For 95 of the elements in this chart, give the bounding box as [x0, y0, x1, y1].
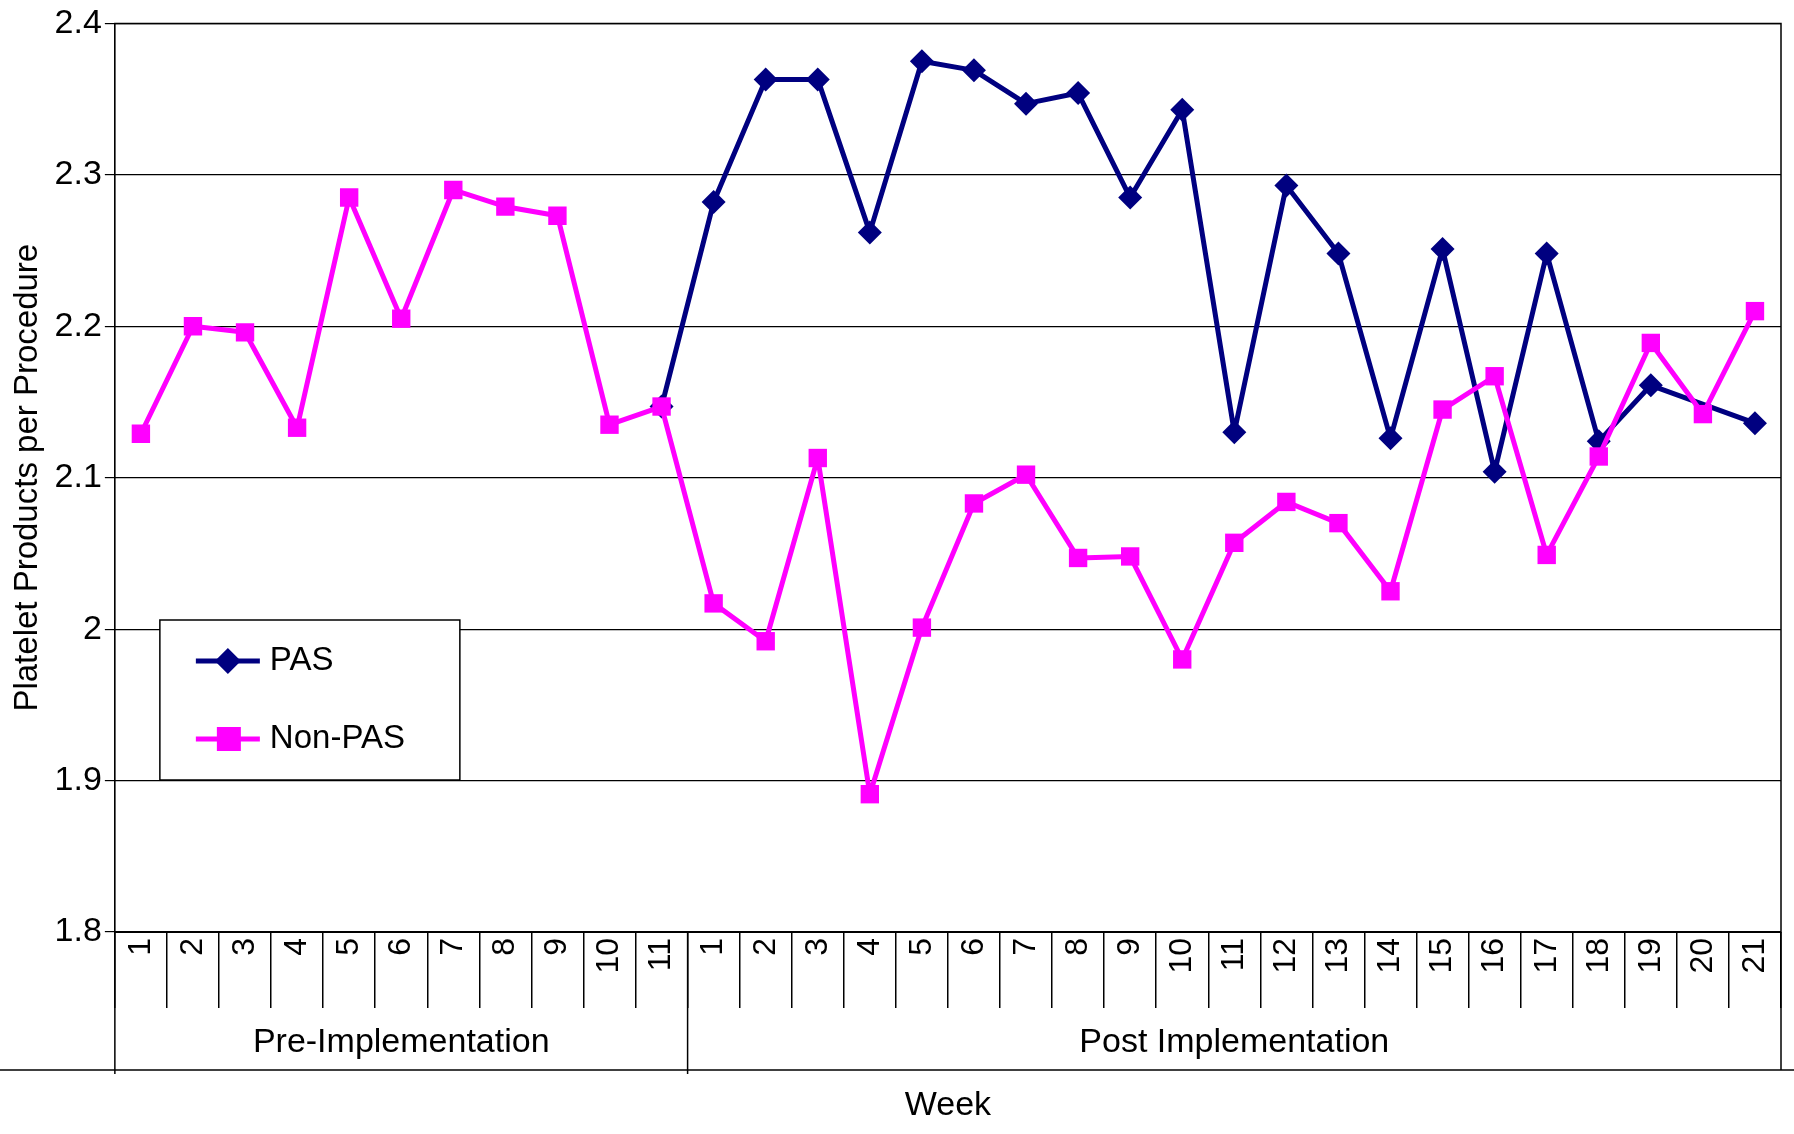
text: Pre-Implementation [252, 1021, 550, 1060]
y-tick-label: 1.8 [54, 910, 102, 949]
point [1430, 237, 1455, 262]
point [1381, 582, 1400, 601]
x-tick-label: 18 [1578, 938, 1615, 974]
x-tick-label: 1 [120, 938, 157, 956]
point [1745, 301, 1765, 321]
x-tick-label: 4 [849, 938, 886, 956]
x-tick-label: 11 [641, 938, 678, 972]
point [339, 188, 359, 207]
point [961, 58, 986, 83]
y-axis-title: Platelet Products per Procedure [6, 243, 44, 712]
x-tick-label: 8 [485, 938, 522, 956]
y-tick-label: 2.2 [54, 304, 102, 343]
point [1277, 492, 1296, 512]
y-tick-label: 1.9 [54, 758, 102, 797]
x-tick-label: 17 [1526, 938, 1563, 974]
point [1326, 241, 1351, 266]
point [1120, 547, 1140, 566]
legend-label: Non-PAS [269, 718, 405, 756]
point [964, 494, 984, 513]
point [1066, 81, 1091, 106]
point [805, 67, 830, 92]
point [1589, 447, 1608, 466]
x-tick-label: 8 [1057, 938, 1094, 956]
point [1433, 400, 1452, 419]
x-tick-label: 11 [1214, 938, 1251, 972]
point [701, 190, 726, 215]
x-tick-label: 2 [172, 938, 209, 956]
legend-label: PAS [269, 640, 334, 678]
point [1068, 548, 1088, 568]
y-tick-label: 2 [82, 607, 102, 646]
x-tick-label: 6 [381, 938, 418, 956]
x-tick-label: 9 [1109, 938, 1146, 956]
x-tick-label: 14 [1370, 938, 1407, 974]
x-tick-label: 15 [1422, 938, 1459, 974]
point [1482, 459, 1507, 484]
point [235, 323, 255, 342]
point [1641, 333, 1661, 353]
x-tick-label: 5 [328, 938, 365, 956]
point [1638, 373, 1663, 398]
point [496, 197, 515, 216]
point [1225, 533, 1244, 553]
point [1693, 404, 1713, 424]
y-tick-label: 2.1 [54, 456, 102, 495]
point [1378, 426, 1403, 451]
point [1016, 465, 1036, 484]
point [1742, 411, 1767, 436]
point [1222, 420, 1247, 445]
x-tick-label: 3 [224, 938, 261, 956]
point [704, 594, 723, 613]
point [1014, 91, 1039, 116]
point [857, 220, 882, 245]
point [753, 67, 778, 92]
x-tick-label: 16 [1474, 938, 1511, 974]
x-tick-label: 5 [901, 938, 938, 956]
x-tick-label: 10 [589, 938, 626, 974]
point [548, 206, 567, 225]
x-tick-label: 13 [1318, 938, 1355, 974]
point [860, 785, 880, 804]
point [600, 415, 619, 434]
x-tick-label: 7 [433, 938, 470, 956]
point [1534, 241, 1559, 266]
point [287, 418, 307, 437]
x-axis-title: Week [904, 1083, 993, 1122]
point [909, 49, 934, 74]
point [808, 448, 827, 468]
point [444, 180, 463, 200]
y-tick-label: 2.4 [54, 1, 102, 40]
x-tick-label: 20 [1682, 938, 1719, 974]
point [1118, 185, 1143, 210]
text: Post Implementation [1079, 1021, 1390, 1060]
point [1537, 545, 1556, 565]
x-tick-label: 19 [1630, 938, 1667, 974]
x-tick-label: 7 [1005, 938, 1042, 956]
y-tick-label: 2.3 [54, 153, 102, 192]
point [1274, 173, 1299, 198]
x-tick-label: 6 [953, 938, 990, 956]
x-tick-label: 1 [693, 938, 730, 956]
point [1170, 97, 1195, 122]
x-tick-label: 3 [797, 938, 834, 956]
point [756, 632, 775, 651]
x-tick-label: 21 [1734, 938, 1771, 974]
point [912, 618, 932, 637]
point [1173, 650, 1192, 669]
x-tick-label: 9 [537, 938, 574, 956]
point [1329, 513, 1348, 533]
x-tick-label: 4 [276, 938, 313, 956]
point [183, 317, 203, 336]
x-tick-label: 2 [745, 938, 782, 956]
point [1485, 367, 1504, 386]
point [131, 424, 151, 443]
point [392, 309, 411, 328]
x-tick-label: 12 [1266, 938, 1303, 974]
x-tick-label: 10 [1162, 938, 1199, 974]
